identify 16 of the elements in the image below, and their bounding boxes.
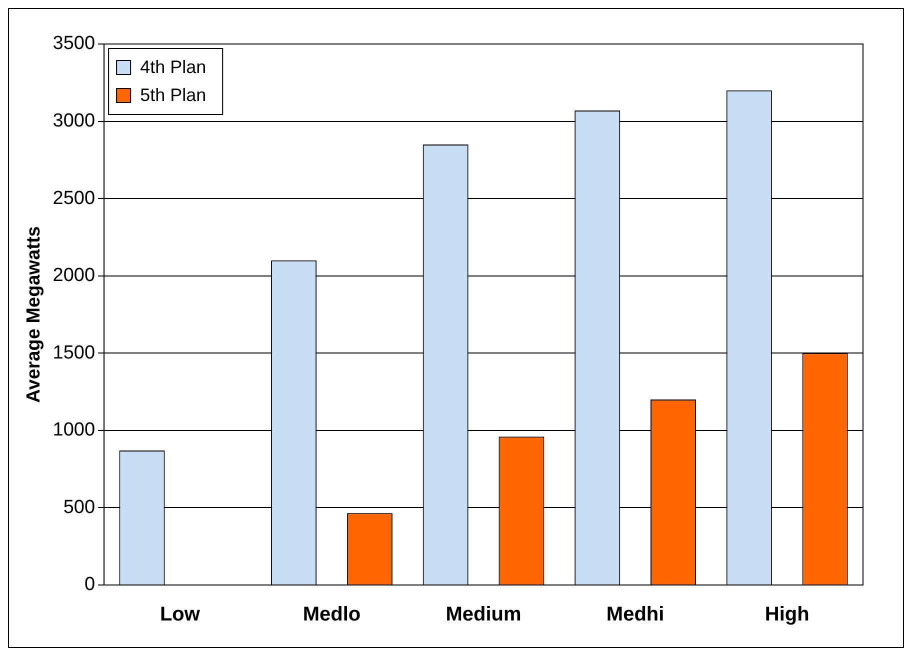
y-tick-label: 500 [63,496,96,518]
legend-label: 4th Plan [140,56,206,77]
x-tick-label: Medlo [302,604,361,626]
y-tick-label: 2000 [52,265,96,286]
y-tick-label: 0 [84,574,96,596]
y-axis-title: Average Megawatts [24,226,45,403]
x-tick-label: Medium [446,604,522,626]
x-tick-label: Medhi [606,604,664,626]
legend-label: 5th Plan [140,84,206,105]
y-tick-label: 1000 [52,420,96,441]
y-tick-label: 3500 [52,33,96,54]
x-tick-label: Low [160,604,200,626]
y-tick-label: 3000 [52,110,96,132]
y-tick-label: 1500 [52,342,96,364]
x-tick-label: High [764,604,810,626]
y-tick-label: 2500 [52,188,96,209]
